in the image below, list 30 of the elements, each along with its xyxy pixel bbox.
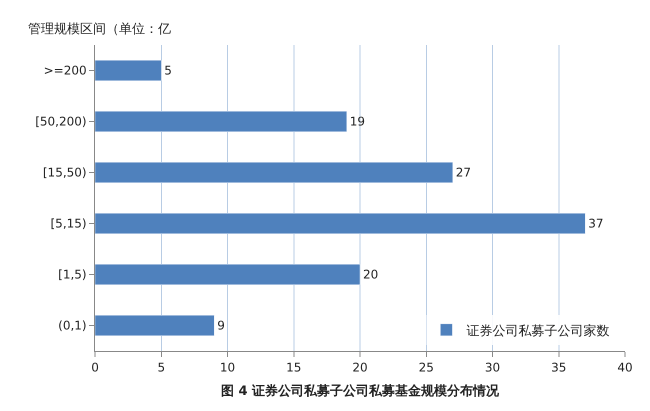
data-label: 9	[217, 318, 225, 332]
bar	[95, 162, 453, 183]
x-tick-label: 5	[157, 360, 166, 374]
x-tick-label: 40	[617, 360, 633, 374]
x-tick-label: 15	[286, 360, 302, 374]
legend-label: 证券公司私募子公司家数	[466, 322, 610, 339]
data-label: 19	[350, 114, 366, 128]
x-tick-label: 35	[551, 360, 566, 374]
bar	[95, 213, 586, 234]
x-tick-label: 0	[91, 360, 99, 374]
y-tick-label: [5,15)	[50, 216, 87, 231]
y-tick-label: (0,1)	[58, 318, 87, 333]
bar	[95, 264, 360, 285]
bar	[95, 111, 347, 132]
y-tick-label: [50,200)	[35, 114, 87, 129]
x-tick-label: 30	[484, 360, 500, 374]
data-label: 37	[588, 216, 604, 230]
y-tick-label: [15,50)	[42, 166, 87, 180]
x-tick-label: 10	[220, 360, 236, 374]
x-tick-label: 20	[352, 360, 368, 374]
text: 图 4 证券公司私募子公司私募基金规模分布情况	[221, 384, 500, 399]
y-tick-label: >=200	[44, 64, 87, 78]
x-tick-label: 25	[418, 360, 434, 374]
bar	[95, 60, 162, 81]
data-label: 27	[456, 166, 472, 180]
data-label: 20	[363, 268, 378, 282]
data-label: 5	[164, 64, 172, 78]
bar	[95, 315, 214, 336]
y-axis-title: 管理规模区间（单位：亿	[28, 22, 171, 37]
y-tick-label: [1,5)	[58, 268, 87, 282]
